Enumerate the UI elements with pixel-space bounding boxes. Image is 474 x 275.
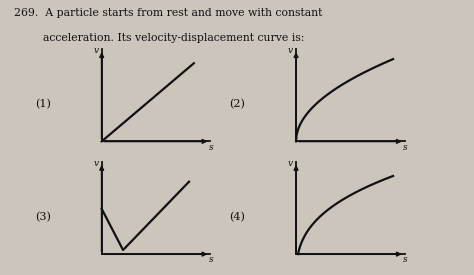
Text: s: s	[403, 255, 408, 264]
Text: 269.  A particle starts from rest and move with constant: 269. A particle starts from rest and mov…	[14, 8, 323, 18]
Text: (3): (3)	[35, 212, 51, 222]
Text: s: s	[209, 143, 214, 152]
Text: s: s	[403, 143, 408, 152]
Text: v: v	[93, 46, 99, 55]
Text: v: v	[93, 159, 99, 168]
Text: v: v	[288, 159, 293, 168]
Text: s: s	[209, 255, 214, 264]
Text: acceleration. Its velocity-displacement curve is:: acceleration. Its velocity-displacement …	[43, 33, 304, 43]
Text: (2): (2)	[229, 99, 245, 109]
Text: v: v	[288, 46, 293, 55]
Text: (4): (4)	[229, 212, 245, 222]
Text: (1): (1)	[35, 99, 51, 109]
